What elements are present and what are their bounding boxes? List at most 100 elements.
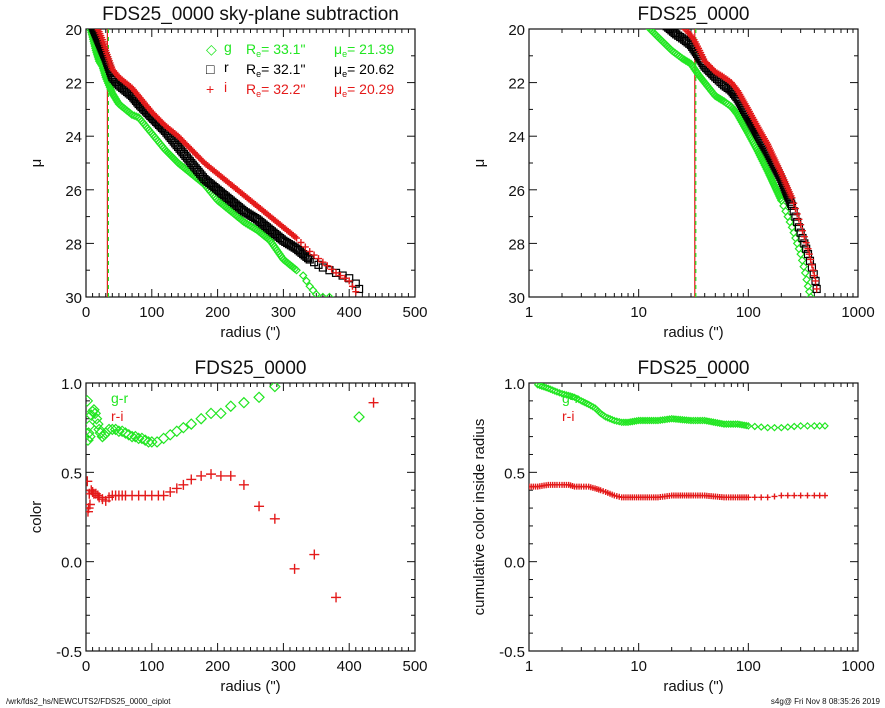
data-point — [353, 411, 365, 423]
data-point — [770, 182, 780, 192]
data-point — [186, 474, 197, 485]
panel-color-profile: FDS25_0000 0 100 200 300 400 500 -0.5 0.0 0.5 1.0 r… — [28, 358, 428, 695]
data-point — [305, 255, 314, 264]
x-tick-label: 500 — [402, 658, 427, 675]
data-point — [298, 271, 308, 280]
data-point — [790, 199, 798, 207]
data-point — [758, 494, 765, 501]
data-point — [713, 419, 722, 427]
data-point — [546, 385, 555, 394]
data-point — [560, 390, 569, 399]
y-axis-label: μ — [28, 159, 45, 168]
data-point — [254, 501, 265, 512]
data-point — [302, 276, 311, 286]
y-tick-label: 20 — [508, 22, 525, 39]
data-point — [564, 391, 573, 400]
data-point — [139, 434, 152, 447]
y-tick-label: 28 — [65, 236, 82, 253]
data-point — [106, 84, 116, 94]
x-axis-label: radius (") — [220, 324, 280, 341]
data-point — [775, 192, 784, 201]
data-point — [86, 434, 94, 447]
data-point — [763, 423, 772, 432]
legend-mue: μe= 20.62 — [334, 61, 394, 79]
data-point — [689, 34, 697, 42]
x-tick-label: 300 — [271, 304, 296, 321]
x-tick-label: 200 — [205, 658, 230, 675]
data-point — [761, 162, 771, 172]
data-point — [215, 470, 226, 481]
data-point — [744, 422, 753, 430]
data-point — [767, 176, 777, 186]
data-point — [808, 261, 816, 269]
data-point — [352, 288, 360, 296]
data-point — [811, 492, 818, 499]
y-tick-label: 20 — [65, 22, 82, 39]
data-point — [773, 188, 783, 198]
data-point — [268, 383, 281, 393]
x-axis-label: radius (") — [663, 324, 723, 341]
data-point — [797, 221, 805, 229]
series-g — [645, 29, 815, 297]
data-point — [301, 243, 309, 251]
data-layer — [529, 383, 829, 501]
data-point — [540, 383, 548, 391]
data-point — [753, 147, 763, 156]
legend-mue: μe= 20.29 — [334, 81, 394, 99]
data-point — [702, 59, 710, 67]
legend-symbol-g-icon: ◇ — [206, 41, 217, 57]
data-point — [196, 470, 207, 481]
panel-profile-log: FDS25_0000 1 10 100 1000 20 22 24 26 28 30 radius (… — [471, 4, 875, 341]
data-point — [765, 170, 774, 180]
data-point — [331, 592, 342, 603]
data-point — [119, 427, 132, 439]
y-tick-label: 0.5 — [504, 465, 525, 482]
data-point — [225, 470, 236, 481]
data-point — [804, 245, 812, 253]
data-point — [185, 418, 198, 430]
data-point — [733, 420, 742, 428]
data-point — [332, 269, 340, 277]
data-point — [113, 425, 125, 438]
data-point — [224, 400, 237, 413]
y-tick-label: 0.0 — [61, 555, 82, 572]
data-point — [127, 110, 137, 120]
data-point — [157, 432, 170, 445]
data-point — [795, 215, 803, 223]
data-point — [568, 392, 577, 401]
data-point — [810, 272, 818, 280]
data-point — [548, 386, 557, 394]
legend-symbol-r-icon: □ — [206, 61, 215, 77]
legend-band: g — [224, 39, 232, 55]
chart-title: FDS25_0000 — [195, 358, 307, 379]
data-point — [238, 396, 250, 409]
data-layer — [86, 383, 379, 603]
data-point — [821, 492, 828, 499]
data-point — [132, 432, 145, 445]
data-point — [205, 407, 217, 420]
data-point — [750, 422, 759, 431]
data-point — [771, 493, 778, 500]
data-point — [701, 57, 709, 65]
data-point — [709, 418, 718, 426]
data-point — [293, 234, 301, 242]
data-point — [791, 205, 799, 213]
data-point — [809, 266, 817, 274]
data-layer — [645, 29, 821, 297]
y-axis-label: cumulative color inside radius — [471, 419, 488, 616]
data-point — [777, 423, 786, 432]
y-tick-label: 24 — [508, 129, 525, 146]
x-tick-label: 10 — [630, 304, 647, 321]
data-point — [297, 239, 305, 247]
data-point — [122, 428, 135, 441]
data-point — [776, 194, 785, 203]
data-point — [612, 417, 621, 425]
data-point — [325, 292, 334, 297]
data-point — [804, 492, 811, 499]
legend-re: Re= 32.1" — [246, 61, 305, 79]
data-point — [86, 476, 93, 487]
x-tick-label: 300 — [271, 658, 296, 675]
x-tick-label: 1000 — [841, 304, 874, 321]
data-point — [735, 420, 744, 429]
data-point — [788, 194, 796, 202]
